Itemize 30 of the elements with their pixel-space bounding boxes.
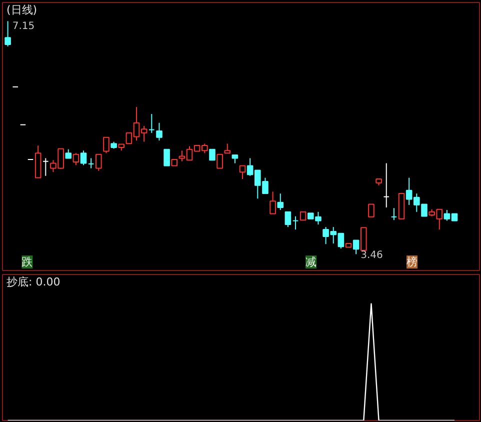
candlestick <box>103 136 110 154</box>
candlestick <box>270 191 276 214</box>
candlestick <box>368 204 374 218</box>
candlestick <box>148 113 155 134</box>
candlestick <box>42 158 49 176</box>
candlestick <box>156 122 162 142</box>
candlestick <box>209 148 216 161</box>
annotation: 3.46 <box>360 250 383 262</box>
candlestick <box>88 158 94 169</box>
annotation: 7.15 <box>12 21 35 32</box>
candlestick <box>96 154 102 172</box>
candlestick <box>239 165 246 180</box>
candlestick <box>72 152 80 166</box>
candlestick <box>216 154 223 169</box>
candlestick <box>292 216 299 230</box>
candlestick <box>164 148 170 166</box>
candlestick <box>4 20 11 47</box>
chart-title: 抄底: 0.00 <box>6 276 60 288</box>
text: 跌 <box>22 256 33 268</box>
candlestick <box>352 240 360 255</box>
candlestick <box>224 143 231 154</box>
candlestick <box>277 193 284 210</box>
candlestick <box>383 162 390 208</box>
candlestick <box>360 227 367 251</box>
candlestick <box>284 211 292 228</box>
candlestick <box>80 150 87 166</box>
chart-title: (日线) <box>6 4 38 16</box>
candlestick <box>390 208 398 221</box>
text: 榜 <box>406 256 418 268</box>
text: 减 <box>306 256 317 268</box>
